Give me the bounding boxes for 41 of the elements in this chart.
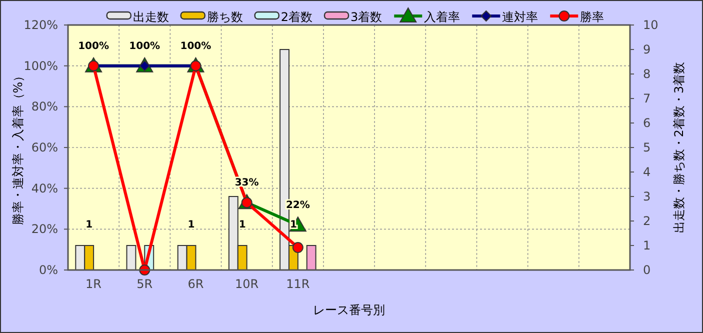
y-tick-label: 100% — [24, 58, 58, 73]
data-label: 100% — [78, 40, 109, 52]
legend-label: 3着数 — [350, 10, 382, 24]
x-tick-label: 5R — [136, 277, 153, 291]
legend-label: 入着率 — [424, 10, 460, 24]
data-label: 1 — [86, 220, 93, 230]
y-tick-label: 40% — [31, 181, 58, 196]
y2-tick-label: 9 — [643, 42, 651, 56]
y-tick-label: 80% — [31, 100, 58, 114]
y2-tick-label: 10 — [643, 18, 658, 32]
y-axis-title: 勝率・連対率・入着率（%） — [11, 70, 25, 226]
legend-label: 出走数 — [132, 10, 169, 24]
x-tick-label: 6R — [188, 277, 204, 291]
data-label: 100% — [129, 40, 160, 52]
x-axis-title: レース番号別 — [313, 303, 385, 317]
y2-tick-label: 5 — [643, 140, 651, 154]
bar — [126, 245, 136, 270]
x-tick-label: 10R — [235, 277, 259, 291]
legend-label: 連対率 — [502, 10, 538, 24]
legend-label: 勝率 — [580, 10, 604, 24]
y2-tick-label: 1 — [643, 238, 651, 252]
y2-tick-label: 7 — [643, 92, 651, 106]
y2-tick-label: 4 — [643, 165, 651, 179]
y-tick-label: 20% — [31, 222, 58, 236]
y2-tick-label: 8 — [643, 67, 651, 81]
y2-tick-label: 2 — [643, 214, 651, 228]
data-label: 100% — [180, 40, 212, 52]
y2-tick-label: 6 — [643, 116, 651, 130]
point — [292, 242, 304, 254]
legend-label: 勝ち数 — [206, 10, 243, 24]
x-tick-label: 1R — [86, 277, 102, 291]
y-tick-label: 60% — [31, 140, 58, 154]
y2-tick-label: 0 — [643, 263, 651, 277]
legend-label: 2着数 — [280, 10, 312, 24]
y2-tick-label: 3 — [643, 190, 651, 204]
y-tick-label: 0% — [38, 263, 58, 277]
y-tick-label: 120% — [24, 18, 58, 32]
data-label: 1 — [238, 220, 246, 230]
y2-axis-title: 出走数・勝ち数・2着数・3着数 — [672, 62, 686, 234]
x-tick-label: 11R — [286, 277, 310, 291]
data-label: 1 — [188, 220, 195, 230]
